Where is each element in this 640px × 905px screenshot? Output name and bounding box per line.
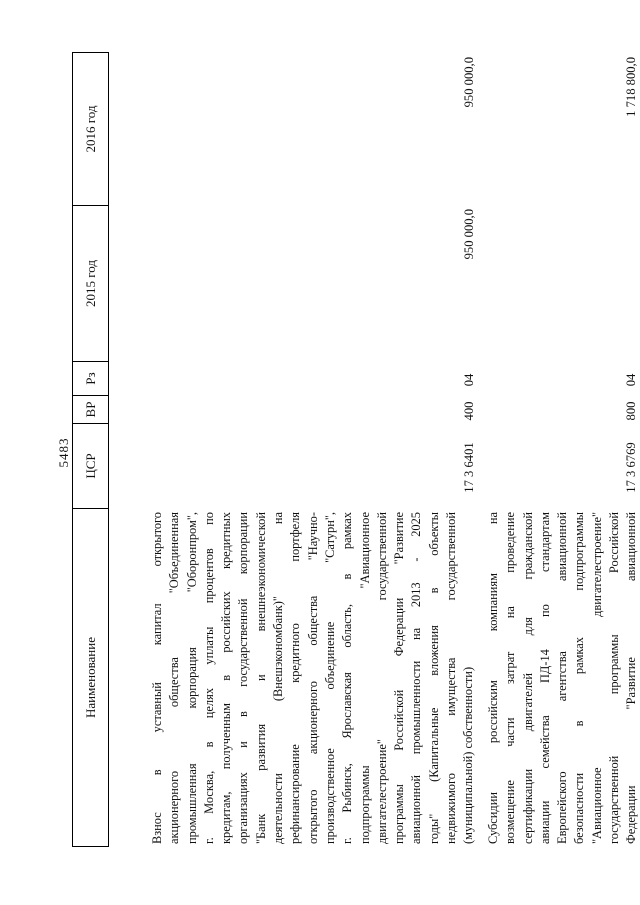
name-text-line: безопасности в рамках подпрограммы <box>572 512 587 844</box>
row-2-vr-value: 800 <box>624 401 638 421</box>
row-1-name-paragraph: Взнос в уставный капитал открытого акцион… <box>149 512 478 844</box>
header-cell-rz: Рз <box>73 362 108 396</box>
name-text-line: г. Москва, в целях уплаты процентов по <box>201 512 216 844</box>
header-cell-vr: ВР <box>73 396 108 424</box>
name-text-line: рефинансирование кредитного портфеля <box>288 512 303 844</box>
name-text-line: сертификации двигателей для гражданской <box>520 512 535 844</box>
name-text-line: авиации семейства ПД-14 по стандартам <box>537 512 552 844</box>
name-text-line: организациях и в государственной корпора… <box>236 512 251 844</box>
name-text-line: деятельности (Внешэкономбанк)" на <box>271 512 286 844</box>
budget-table: Наименование ЦСР ВР Рз 2015 год 2016 год… <box>72 52 638 847</box>
header-cell-name: Наименование <box>73 509 108 847</box>
row-2-rz-value: 04 <box>624 373 638 387</box>
row-1-2016-value: 950 000,0 <box>462 57 476 108</box>
name-text-line: подпрограммы "Авиационное <box>357 512 372 844</box>
row-1-rz-value: 04 <box>462 373 476 387</box>
name-text-line: производственное объединение "Сатурн", <box>322 512 337 844</box>
name-text-line: Европейского агентства авиационной <box>555 512 570 844</box>
name-text-line: "Банк развития и внешнеэкономической <box>253 512 268 844</box>
name-text-line: программы Российской Федерации "Развитие <box>392 512 407 844</box>
row-2-2016-value: 1 718 800,0 <box>624 57 638 117</box>
name-text-line: открытого акционерного общества "Научно- <box>305 512 320 844</box>
row-1-vr-value: 400 <box>462 401 476 421</box>
name-text-line: возмещение части затрат на проведение <box>503 512 518 844</box>
header-cell-csr: ЦСР <box>73 424 108 509</box>
name-text-line: кредитам, полученным в российских кредит… <box>219 512 234 844</box>
row-1-csr-value: 17 3 6401 <box>462 442 476 493</box>
header-cell-2015: 2015 год <box>73 206 108 362</box>
page-number: 5483 <box>56 437 71 468</box>
row-1-2015-value: 950 000,0 <box>462 209 476 260</box>
row-1-values: 17 3 6401 400 04 950 000,0 950 000,0 <box>461 54 479 847</box>
row-2-2015-value <box>623 209 640 363</box>
name-text-line: промышленная корпорация "Оборонпром", <box>184 512 199 844</box>
name-text-line: "Авиационное двигателестроение" <box>589 512 604 844</box>
name-text-line: авиационной промышленности на 2013 - 202… <box>409 512 424 844</box>
row-2-csr-value: 17 3 6769 <box>624 442 638 493</box>
name-text-line: годы" (Капитальные вложения в объекты <box>426 512 441 844</box>
row-2-name-paragraph: Субсидии российским компаниям на возмещен… <box>485 512 640 844</box>
name-text-line: двигателестроение" государственной <box>374 512 389 844</box>
row-2-values: 17 3 6769 800 04 1 718 800,0 <box>623 54 640 847</box>
header-cell-2016: 2016 год <box>73 52 108 206</box>
name-text-line: государственной программы Российской <box>607 512 622 844</box>
name-text-line: акционерного общества "Объединенная <box>167 512 182 844</box>
name-text-line: Взнос в уставный капитал открытого <box>150 512 164 844</box>
name-text-line: недвижимого имущества государственной <box>444 512 459 844</box>
name-text-line: г. Рыбинск, Ярославская область, в рамка… <box>340 512 355 844</box>
table-header-row: Наименование ЦСР ВР Рз 2015 год 2016 год <box>72 52 109 847</box>
name-text-line: Субсидии российским компаниям на <box>486 512 500 844</box>
